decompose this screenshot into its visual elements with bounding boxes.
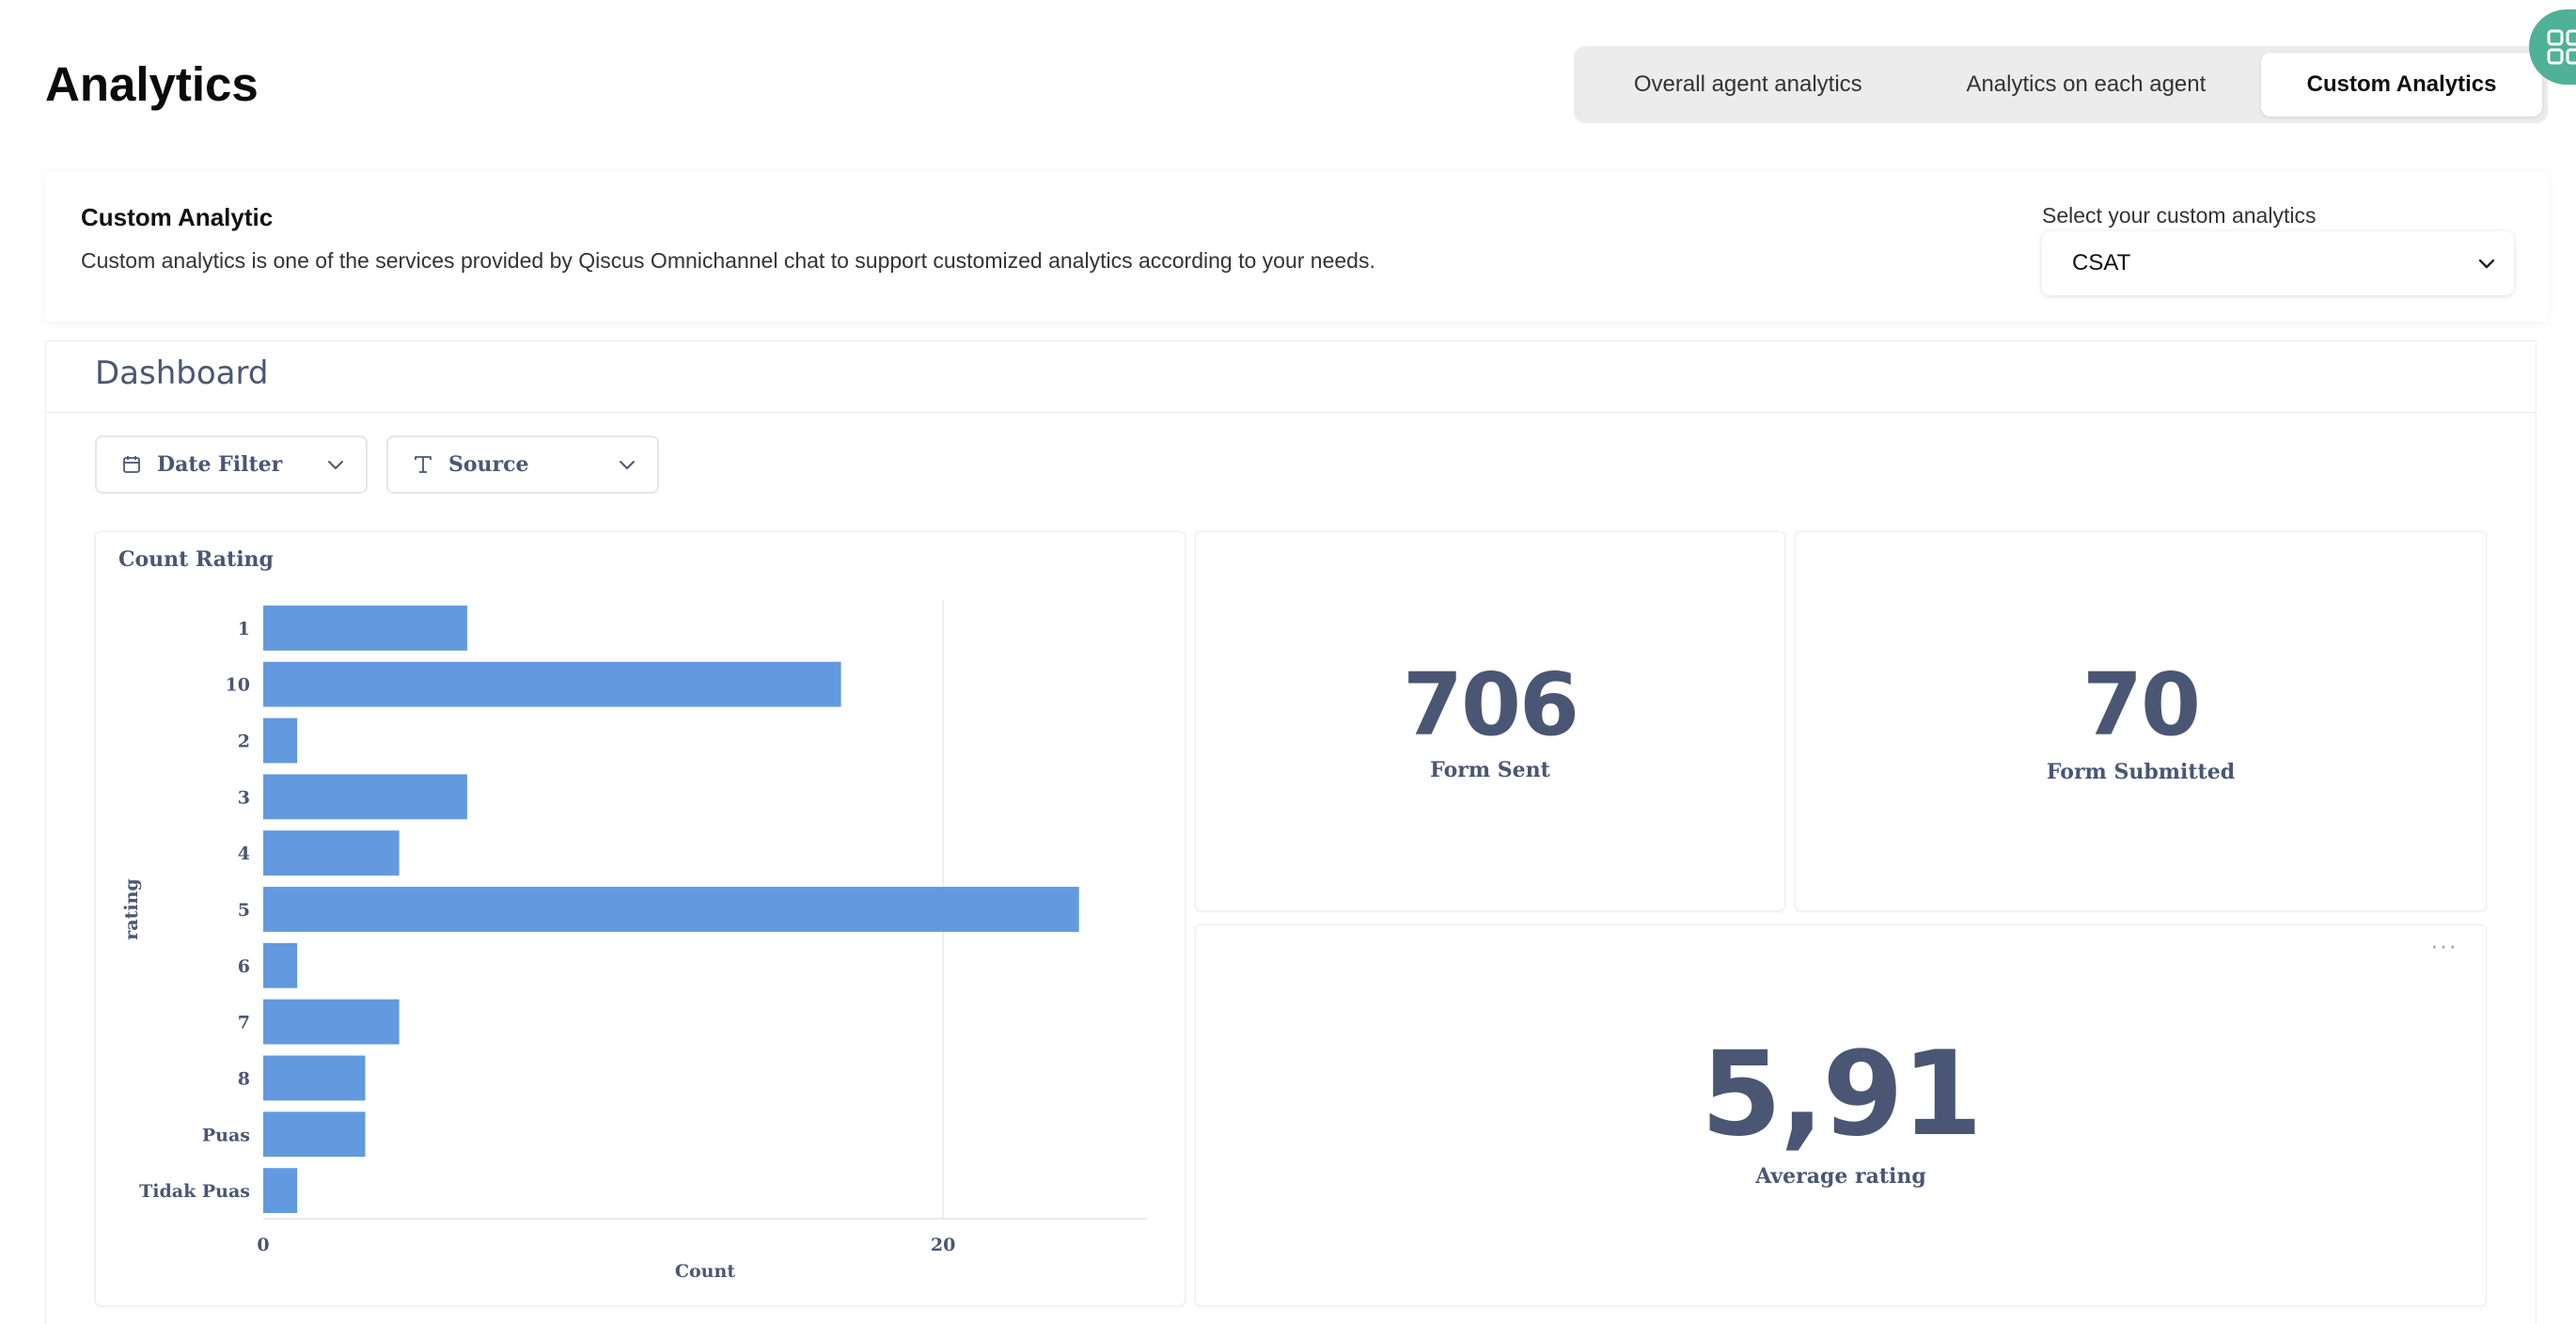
count-rating-chart: 1 10 2 3 4 5 6 7 8 Puas Tidak Puas 0 20 Count rating [121, 600, 1147, 1282]
custom-analytics-select-label: Select your custom analytics [2042, 203, 2317, 228]
chart-bar [263, 942, 298, 988]
y-tick-label: 8 [238, 1068, 250, 1089]
average-rating-value: 5,91 [1701, 1027, 1983, 1162]
y-tick-label: 5 [238, 900, 250, 921]
source-filter-label: Source [448, 452, 529, 477]
form-submitted-value: 70 [2081, 654, 2201, 755]
custom-analytic-title: Custom Analytic [81, 203, 274, 231]
more-options-icon[interactable]: ··· [2430, 931, 2458, 959]
chart-bar [263, 661, 841, 707]
chart-title: Count Rating [118, 547, 274, 572]
custom-analytic-card: Custom Analytic Custom analytics is one … [45, 171, 2548, 322]
chevron-down-icon [2478, 259, 2495, 269]
form-sent-card: 706 Form Sent [1195, 531, 1785, 911]
tab-overall-agent-analytics[interactable]: Overall agent analytics [1633, 71, 1862, 97]
count-rating-chart-card: Count Rating 1 10 2 3 4 5 6 7 8 Puas Tidak Puas 0 20… [95, 531, 1186, 1306]
average-rating-label: Average rating [1755, 1164, 1926, 1189]
x-axis-title: Count [675, 1261, 735, 1282]
text-type-icon [415, 456, 432, 473]
dashboard-panel: Dashboard Date Filter Source Count Ratin… [45, 340, 2537, 1324]
form-sent-label: Form Sent [1430, 758, 1550, 782]
y-axis-title: rating [121, 878, 142, 939]
chart-bar [263, 774, 467, 820]
date-filter[interactable]: Date Filter [95, 435, 368, 494]
page-title: Analytics [45, 57, 259, 111]
y-tick-label: 7 [238, 1013, 250, 1033]
chart-bar [263, 1055, 366, 1101]
chevron-down-icon [328, 461, 343, 469]
dashboard-header: Dashboard [46, 341, 2536, 413]
date-filter-label: Date Filter [157, 452, 283, 477]
y-tick-label: 6 [238, 956, 250, 977]
chart-bar [263, 1111, 366, 1158]
calendar-icon [123, 456, 140, 473]
y-tick-label: 2 [238, 732, 250, 752]
x-tick-label: 0 [257, 1235, 269, 1255]
custom-analytics-select[interactable]: CSAT [2042, 231, 2514, 295]
chart-bar [263, 999, 400, 1045]
y-tick-label: 1 [238, 619, 250, 639]
y-tick-label: 4 [238, 843, 250, 864]
form-submitted-label: Form Submitted [2046, 760, 2236, 784]
tab-custom-analytics[interactable]: Custom Analytics [2261, 53, 2542, 117]
custom-analytics-selected-value: CSAT [2072, 250, 2131, 276]
average-rating-card: ··· 5,91 Average rating [1195, 924, 2487, 1306]
analytics-tabs: Overall agent analytics Analytics on eac… [1574, 46, 2548, 123]
custom-analytic-description: Custom analytics is one of the services … [81, 248, 1375, 273]
y-tick-label: 10 [226, 675, 250, 696]
dashboard-title: Dashboard [95, 355, 269, 392]
form-submitted-card: 70 Form Submitted [1795, 531, 2487, 911]
y-tick-label: 3 [238, 787, 250, 808]
chevron-down-icon [620, 461, 635, 469]
y-tick-label: Tidak Puas [139, 1181, 250, 1202]
chart-bar [263, 605, 467, 651]
chart-bar [263, 830, 400, 876]
form-sent-value: 706 [1402, 654, 1579, 755]
tab-analytics-each-agent[interactable]: Analytics on each agent [1966, 71, 2207, 97]
y-tick-label: Puas [202, 1125, 250, 1145]
chart-bar [263, 887, 1079, 932]
x-tick-label: 20 [931, 1235, 955, 1255]
source-filter[interactable]: Source [386, 435, 659, 494]
chart-bar [263, 1168, 298, 1214]
apps-grid-icon [2547, 29, 2576, 65]
chart-bar [263, 717, 298, 764]
